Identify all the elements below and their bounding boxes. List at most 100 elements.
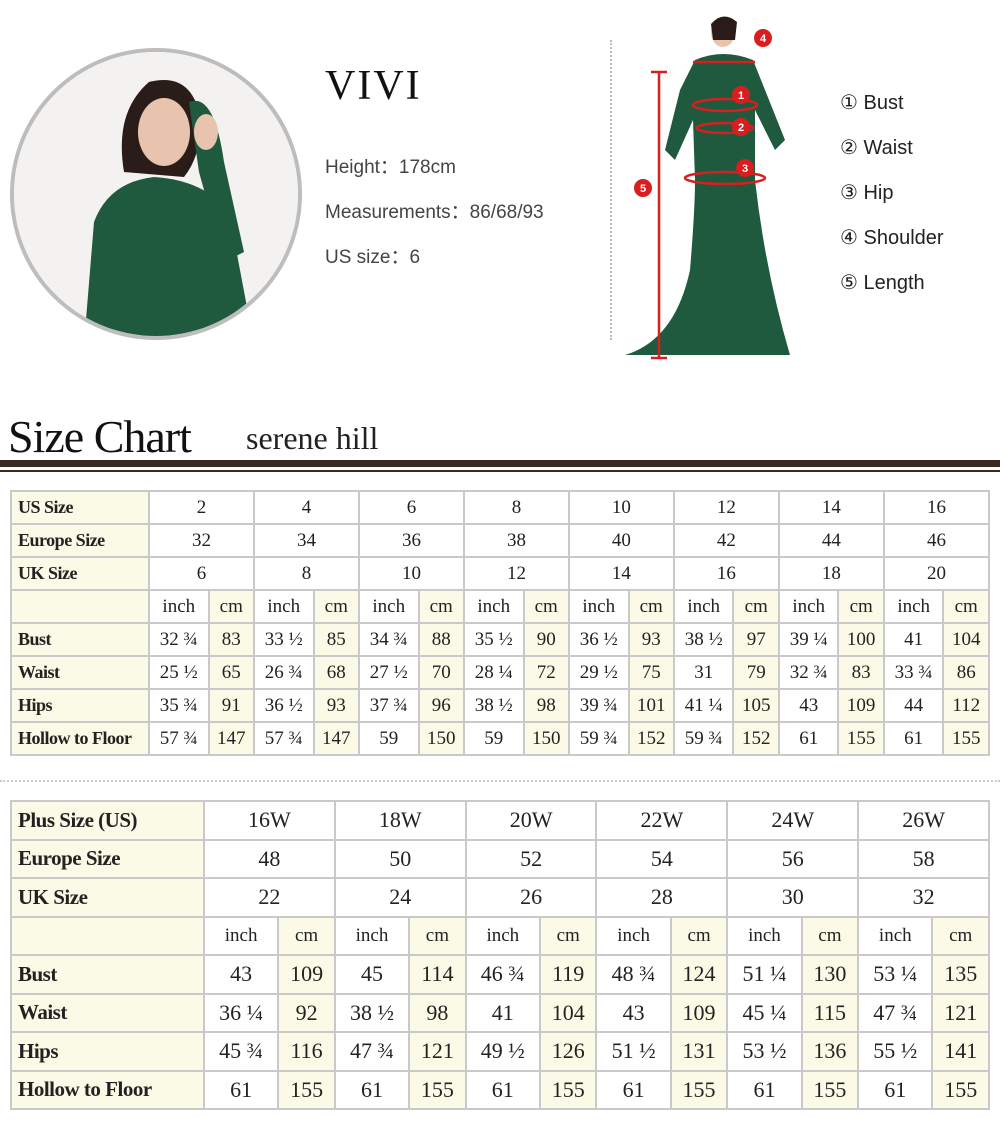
cm-value: 101 xyxy=(627,688,675,723)
inch-value: 36 ¼ xyxy=(202,992,280,1033)
legend-waist: ② Waist xyxy=(840,137,913,159)
cm-value: 97 xyxy=(732,622,780,657)
size-cell: 26 xyxy=(464,877,598,918)
divider xyxy=(0,470,1000,472)
inch-value: 32 ¾ xyxy=(148,622,210,657)
inch-value: 41 xyxy=(882,622,945,657)
inch-value: 57 ¾ xyxy=(148,721,210,756)
row-label: Hips xyxy=(10,688,150,723)
cm-value: 104 xyxy=(538,992,598,1033)
size-cell: 44 xyxy=(777,523,885,558)
inch-value: 43 xyxy=(777,688,840,723)
cm-value: 70 xyxy=(417,655,465,690)
unit-inch: inch xyxy=(464,915,541,956)
unit-inch: inch xyxy=(333,915,411,956)
measurement-diagram: 4 1 2 3 5 xyxy=(615,10,815,370)
inch-value: 61 xyxy=(882,721,945,756)
inch-value: 31 xyxy=(672,655,735,690)
cm-value: 121 xyxy=(931,992,990,1033)
table-row: UK Size 6 8 10 12 14 16 18 20 xyxy=(10,556,991,591)
unit-inch: inch xyxy=(148,589,210,624)
cm-value: 109 xyxy=(837,688,885,723)
inch-value: 45 ¼ xyxy=(726,992,803,1033)
inch-value: 47 ¾ xyxy=(857,992,934,1033)
cm-value: 105 xyxy=(732,688,780,723)
cm-value: 119 xyxy=(538,954,598,995)
table-row: Hollow to Floor 57 ¾ 147 57 ¾ 147 59 150 59 150 5… xyxy=(10,721,990,756)
svg-text:4: 4 xyxy=(760,33,767,45)
size-cell: 10 xyxy=(357,556,465,591)
inch-value: 32 ¾ xyxy=(777,655,840,690)
size-cell: 34 xyxy=(252,523,360,558)
row-label: Hollow to Floor xyxy=(10,1069,205,1110)
row-label: UK Size xyxy=(10,877,205,918)
row-label: Hips xyxy=(10,1031,205,1072)
row-label xyxy=(10,915,205,956)
cm-value: 65 xyxy=(207,655,255,690)
inch-value: 51 ¼ xyxy=(726,954,803,995)
unit-inch: inch xyxy=(595,915,672,956)
unit-inch: inch xyxy=(777,589,840,624)
cm-value: 155 xyxy=(837,721,885,756)
cm-value: 83 xyxy=(207,622,255,657)
unit-cm: cm xyxy=(669,915,729,956)
cm-value: 98 xyxy=(408,992,467,1033)
model-height: Height：178cm xyxy=(325,157,456,178)
table-row: Waist 25 ½ 65 26 ¾ 68 27 ½ 70 28 ¼ 72 29 ½ 75 31 79 3… xyxy=(10,655,990,690)
unit-inch: inch xyxy=(672,589,735,624)
inch-value: 33 ½ xyxy=(252,622,315,657)
size-cell: 18 xyxy=(777,556,885,591)
size-cell: 6 xyxy=(357,490,465,525)
cm-value: 92 xyxy=(277,992,336,1033)
unit-cm: cm xyxy=(942,589,990,624)
cm-value: 109 xyxy=(277,954,336,995)
unit-cm: cm xyxy=(312,589,360,624)
unit-inch: inch xyxy=(882,589,945,624)
size-cell: 40 xyxy=(567,523,675,558)
svg-text:5: 5 xyxy=(640,183,646,195)
inch-value: 61 xyxy=(333,1069,411,1110)
unit-inch: inch xyxy=(857,915,934,956)
cm-value: 147 xyxy=(207,721,255,756)
inch-value: 35 ¾ xyxy=(148,688,210,723)
cm-value: 147 xyxy=(312,721,360,756)
table-row: US Size 2 4 6 8 10 12 14 16 xyxy=(10,490,991,525)
inch-value: 26 ¾ xyxy=(252,655,315,690)
cm-value: 124 xyxy=(669,954,729,995)
inch-value: 43 xyxy=(202,954,280,995)
row-label xyxy=(10,589,150,624)
size-cell: 14 xyxy=(567,556,675,591)
inch-value: 35 ½ xyxy=(462,622,525,657)
cm-value: 72 xyxy=(522,655,570,690)
cm-value: 130 xyxy=(800,954,860,995)
unit-cm: cm xyxy=(627,589,675,624)
size-cell: 14 xyxy=(777,490,885,525)
table-row: Waist 36 ¼ 92 38 ½ 98 41 104 43 109 45 ¼ 115 47 ¾ 12… xyxy=(10,992,990,1033)
size-cell: 52 xyxy=(464,838,598,879)
inch-value: 38 ½ xyxy=(333,992,411,1033)
unit-inch: inch xyxy=(202,915,280,956)
inch-value: 48 ¾ xyxy=(595,954,672,995)
svg-text:1: 1 xyxy=(738,90,744,102)
table-row: Plus Size (US) 16W 18W 20W 22W 24W 26W xyxy=(10,800,990,841)
cm-value: 155 xyxy=(538,1069,598,1110)
size-cell: 58 xyxy=(857,838,990,879)
inch-value: 61 xyxy=(777,721,840,756)
cm-value: 152 xyxy=(732,721,780,756)
cm-value: 114 xyxy=(408,954,467,995)
cm-value: 90 xyxy=(522,622,570,657)
unit-cm: cm xyxy=(931,915,990,956)
inch-value: 51 ½ xyxy=(595,1031,672,1072)
cm-value: 112 xyxy=(942,688,990,723)
inch-value: 43 xyxy=(595,992,672,1033)
row-label: Waist xyxy=(10,992,205,1033)
inch-value: 46 ¾ xyxy=(464,954,541,995)
unit-cm: cm xyxy=(408,915,467,956)
cm-value: 68 xyxy=(312,655,360,690)
cm-value: 150 xyxy=(522,721,570,756)
size-cell: 22 xyxy=(203,877,336,918)
inch-value: 36 ½ xyxy=(567,622,630,657)
cm-value: 155 xyxy=(669,1069,729,1110)
